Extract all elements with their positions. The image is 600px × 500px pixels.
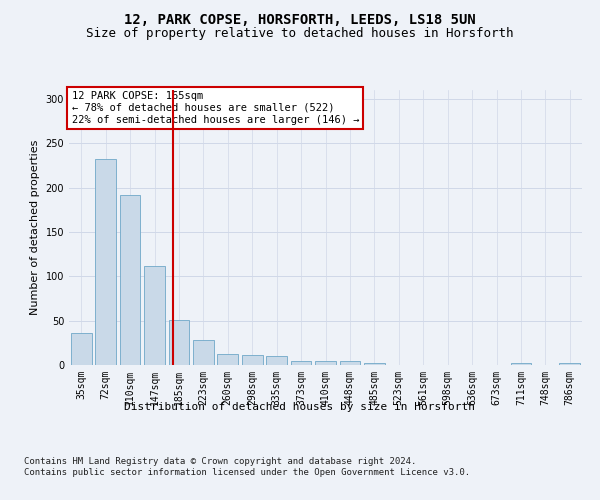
Bar [242,355,263,365]
Bar [559,363,580,365]
Bar [290,362,311,365]
Bar [169,320,190,365]
Bar [315,362,336,365]
Bar [144,266,165,365]
Text: Size of property relative to detached houses in Horsforth: Size of property relative to detached ho… [86,28,514,40]
Bar [364,363,385,365]
Bar [71,333,92,365]
Bar [217,354,238,365]
Text: 12 PARK COPSE: 165sqm
← 78% of detached houses are smaller (522)
22% of semi-det: 12 PARK COPSE: 165sqm ← 78% of detached … [71,92,359,124]
Bar [511,363,532,365]
Bar [266,356,287,365]
Y-axis label: Number of detached properties: Number of detached properties [30,140,40,315]
Bar [340,362,361,365]
Text: 12, PARK COPSE, HORSFORTH, LEEDS, LS18 5UN: 12, PARK COPSE, HORSFORTH, LEEDS, LS18 5… [124,12,476,26]
Bar [119,194,140,365]
Bar [193,340,214,365]
Bar [95,159,116,365]
Text: Contains HM Land Registry data © Crown copyright and database right 2024.
Contai: Contains HM Land Registry data © Crown c… [24,458,470,477]
Text: Distribution of detached houses by size in Horsforth: Distribution of detached houses by size … [125,402,476,412]
